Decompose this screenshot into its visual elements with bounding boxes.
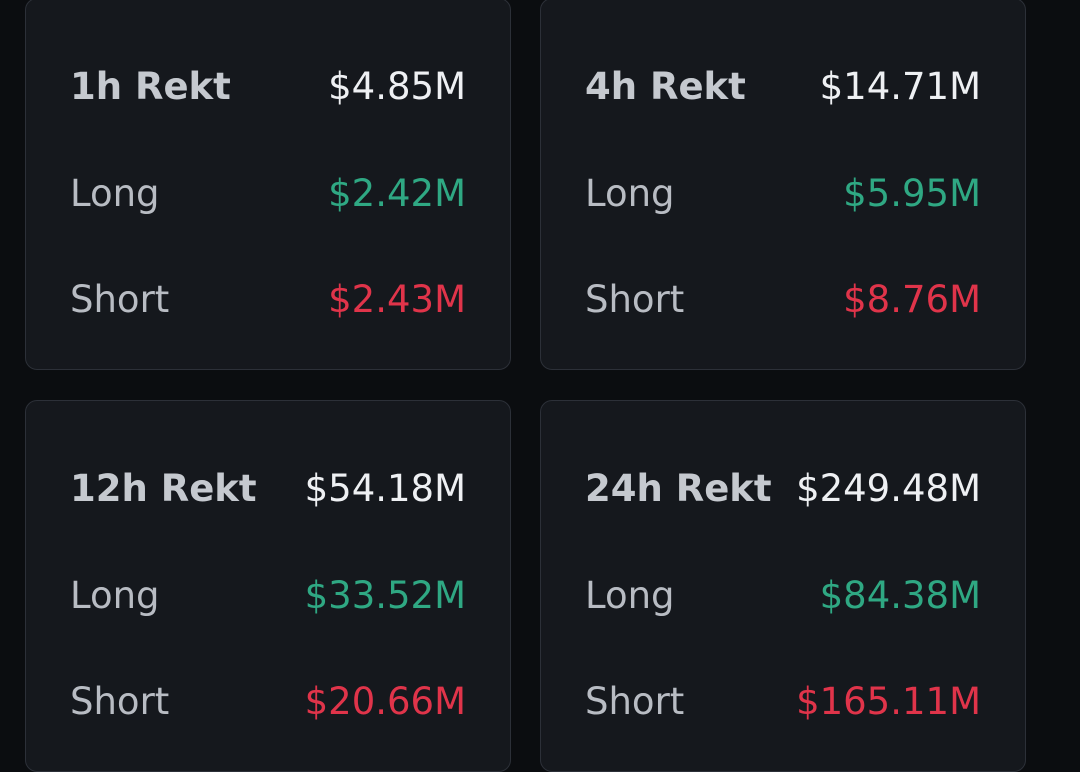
row-label: Short <box>585 679 685 723</box>
card-header: 1h Rekt $4.85M <box>70 61 466 111</box>
row-label: Short <box>585 277 685 321</box>
card-total: $249.48M <box>796 466 981 510</box>
card-row: Short $8.76M <box>585 274 981 324</box>
row-value: $5.95M <box>843 171 981 215</box>
row-value: $2.43M <box>328 277 466 321</box>
row-value: $33.52M <box>304 573 466 617</box>
row-value: $2.42M <box>328 171 466 215</box>
card-title: 12h Rekt <box>70 466 257 510</box>
card-header: 12h Rekt $54.18M <box>70 463 466 513</box>
card-total: $54.18M <box>304 466 466 510</box>
card-row: Long $5.95M <box>585 168 981 218</box>
card-row: Short $165.11M <box>585 676 981 726</box>
rekt-card: 24h Rekt $249.48M Long $84.38M Short $165.11M <box>540 400 1026 772</box>
card-header: 24h Rekt $249.48M <box>585 463 981 513</box>
card-row: Long $84.38M <box>585 570 981 620</box>
row-label: Short <box>70 679 170 723</box>
row-label: Long <box>70 573 160 617</box>
row-value: $84.38M <box>819 573 981 617</box>
rekt-card: 4h Rekt $14.71M Long $5.95M Short $8.76M <box>540 0 1026 370</box>
card-total: $4.85M <box>328 64 466 108</box>
row-label: Short <box>70 277 170 321</box>
card-header: 4h Rekt $14.71M <box>585 61 981 111</box>
rekt-card: 12h Rekt $54.18M Long $33.52M Short $20.66M <box>25 400 511 772</box>
card-row: Short $20.66M <box>70 676 466 726</box>
card-title: 1h Rekt <box>70 64 231 108</box>
card-title: 24h Rekt <box>585 466 772 510</box>
row-value: $165.11M <box>796 679 981 723</box>
row-label: Long <box>585 171 675 215</box>
card-title: 4h Rekt <box>585 64 746 108</box>
card-row: Long $33.52M <box>70 570 466 620</box>
rekt-card: 1h Rekt $4.85M Long $2.42M Short $2.43M <box>25 0 511 370</box>
card-total: $14.71M <box>819 64 981 108</box>
card-row: Long $2.42M <box>70 168 466 218</box>
row-value: $20.66M <box>304 679 466 723</box>
row-label: Long <box>585 573 675 617</box>
row-label: Long <box>70 171 160 215</box>
card-row: Short $2.43M <box>70 274 466 324</box>
row-value: $8.76M <box>843 277 981 321</box>
